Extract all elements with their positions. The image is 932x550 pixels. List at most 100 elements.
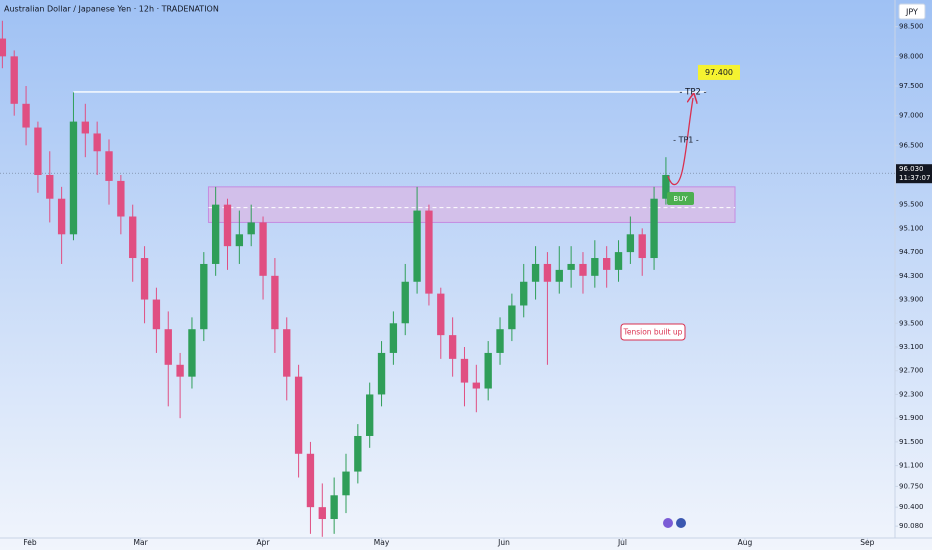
candle-body (626, 234, 635, 253)
candle-body (259, 222, 267, 276)
candle-body (520, 281, 528, 306)
last-price-label: 96.030 (899, 165, 924, 173)
y-tick-label: 94.300 (899, 272, 924, 280)
candle-body (591, 258, 599, 276)
candle-body (437, 293, 445, 336)
candle-body (543, 263, 552, 282)
x-tick-label: Apr (257, 538, 271, 547)
candle-body (650, 198, 658, 259)
candle-body (496, 329, 504, 353)
candle-body (614, 252, 623, 270)
candle-body (271, 275, 279, 330)
currency-box (898, 3, 926, 20)
candle-body (57, 198, 66, 235)
candle-body (223, 204, 232, 247)
candle-body (105, 151, 113, 181)
y-tick-label: 91.900 (899, 414, 924, 422)
candle-body (117, 180, 125, 217)
candle-body (602, 258, 611, 270)
candle-body (22, 103, 30, 128)
y-tick-label: 90.750 (899, 482, 924, 490)
candle-body (330, 495, 338, 520)
x-tick-label: Feb (23, 538, 37, 547)
candle-body (472, 382, 481, 389)
y-tick-label: 96.500 (899, 141, 924, 149)
y-tick-label: 94.700 (899, 248, 924, 256)
candle-body (10, 56, 18, 104)
y-tick-label: 95.100 (899, 224, 924, 232)
candle-body (567, 263, 575, 270)
candle-body (69, 121, 78, 235)
note: Tension built up (623, 328, 683, 337)
candle-body (555, 269, 563, 282)
y-tick-label: 98.500 (899, 23, 924, 31)
target-box (698, 64, 740, 80)
icon (676, 518, 686, 528)
candle-body (460, 358, 469, 383)
x-tick-label: Sep (860, 538, 874, 547)
y-tick-label: 90.080 (899, 522, 924, 530)
candle-body (484, 352, 492, 389)
candle-body (152, 299, 161, 330)
candle-body (389, 323, 398, 353)
x-tick-label: Mar (134, 538, 149, 547)
y-tick-label: 93.500 (899, 319, 924, 327)
buy-label: BUY (673, 195, 688, 203)
x-tick-label: Jun (497, 538, 510, 547)
candle-body (211, 204, 220, 264)
candle-body (129, 216, 137, 259)
candle-body (235, 234, 244, 247)
candle-body (425, 210, 433, 294)
candle-body (81, 121, 89, 134)
candle-body (247, 222, 255, 235)
candle-body (294, 376, 303, 454)
candle-body (448, 335, 457, 359)
arrow (667, 98, 693, 186)
candle-body (318, 507, 326, 520)
candle-body (579, 263, 587, 276)
y-tick-label: 97.000 (899, 112, 924, 120)
candle-body (401, 281, 409, 324)
last-price-box (896, 164, 932, 184)
candle-body (176, 364, 184, 377)
candle-body (283, 329, 291, 377)
target-label: 97.400 (705, 68, 733, 77)
zone (207, 186, 736, 223)
x-tick-label: Jul (617, 538, 627, 547)
y-tick-label: 93.100 (899, 343, 924, 351)
x-tick-label: May (374, 538, 390, 547)
y-tick-label: 95.500 (899, 201, 924, 209)
y-tick-label: 92.300 (899, 390, 924, 398)
plot (0, 20, 895, 537)
candle-body (140, 258, 149, 300)
note-box (620, 323, 686, 341)
candle-body (188, 329, 196, 377)
chart-title: Australian Dollar / Japanese Yen · 12h ·… (4, 5, 219, 14)
countdown: 11:37:07 (899, 174, 930, 182)
y-tick-label: 91.100 (899, 462, 924, 470)
y-tick-label: 97.500 (899, 82, 924, 90)
candle-body (164, 329, 172, 365)
y-tick-label: 90.400 (899, 503, 924, 511)
tp2-label: - TP2 - (679, 87, 706, 97)
candle-body (662, 174, 670, 199)
candle-body (366, 394, 374, 436)
y-tick-label: 91.500 (899, 438, 924, 446)
candle-body (93, 133, 101, 152)
y-tick-label: 98.000 (899, 52, 924, 60)
buy-box (667, 192, 694, 205)
tp1-label: - TP1 - (673, 136, 699, 145)
y-tick-label: 92.700 (899, 367, 924, 375)
candle-body (200, 263, 208, 330)
icon (663, 518, 673, 528)
candle-body (413, 210, 421, 282)
candle-body (531, 263, 540, 282)
currency: JPY (905, 8, 918, 17)
candle-body (508, 305, 516, 330)
x-tick-label: Aug (738, 538, 753, 547)
y-tick-label: 93.900 (899, 296, 924, 304)
candle-body (377, 352, 386, 395)
